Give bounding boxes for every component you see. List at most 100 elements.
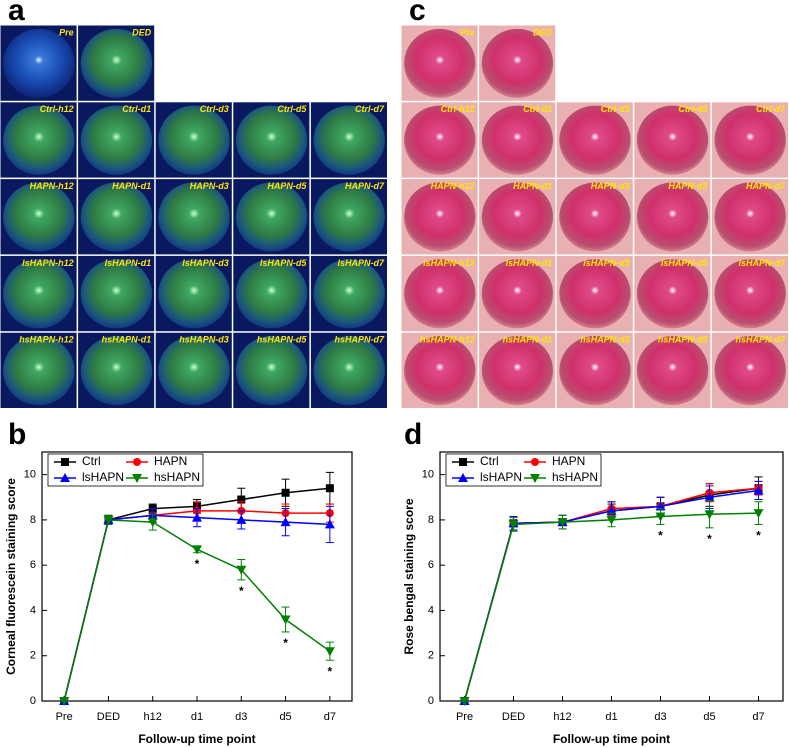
image-label: HAPN-d1 — [513, 181, 552, 191]
marker — [753, 509, 764, 519]
marker — [704, 492, 715, 502]
image-label: lsHAPN-d3 — [583, 258, 630, 268]
plot-frame — [439, 451, 784, 702]
image-label: Ctrl-d7 — [355, 104, 385, 114]
marker — [236, 514, 247, 524]
cornea — [404, 28, 476, 98]
marker — [530, 474, 540, 483]
marker — [459, 458, 467, 466]
cornea — [559, 259, 631, 329]
image-label: HAPN-d1 — [112, 181, 151, 191]
marker — [508, 520, 519, 530]
marker — [281, 488, 290, 497]
marker — [606, 505, 617, 515]
y-tick-label: 0 — [428, 695, 434, 707]
cornea — [158, 105, 230, 175]
cornea — [481, 259, 554, 329]
cornea — [158, 259, 230, 329]
marker — [103, 515, 114, 525]
marker — [606, 515, 617, 525]
x-tick-label: d7 — [752, 711, 764, 723]
image-label: Ctrl-d3 — [200, 104, 229, 114]
y-axis-title: Rose bengal staining score — [402, 498, 416, 654]
image-label: hsHAPN-d3 — [179, 335, 229, 345]
marker — [531, 458, 539, 466]
cornea — [404, 182, 476, 252]
series-line — [463, 512, 759, 702]
marker — [557, 518, 568, 528]
cornea — [481, 336, 554, 406]
cornea — [404, 336, 476, 406]
x-tick-label: h12 — [144, 711, 162, 723]
panel-letter: d — [404, 418, 422, 451]
y-tick-label: 10 — [24, 469, 36, 481]
cornea — [313, 336, 385, 406]
image-label: hsHAPN-d5 — [257, 335, 307, 345]
cornea — [235, 182, 308, 252]
marker — [324, 647, 335, 657]
image-label: lsHAPN-d1 — [506, 258, 553, 268]
x-tick-label: d3 — [654, 711, 666, 723]
x-tick-label: d1 — [191, 711, 203, 723]
image-label: hsHAPN-h12 — [420, 335, 475, 345]
x-tick-label: d7 — [324, 711, 336, 723]
marker — [237, 495, 246, 504]
x-tick-label: Pre — [456, 711, 473, 723]
cornea — [3, 105, 75, 175]
image-label: lsHAPN-h12 — [22, 258, 74, 268]
cornea — [636, 336, 709, 406]
x-tick-label: d1 — [605, 711, 617, 723]
marker — [753, 485, 764, 495]
marker — [655, 501, 666, 511]
image-label: HAPN-h12 — [30, 181, 74, 191]
image-label: lsHAPN-d7 — [738, 258, 786, 268]
image-label: HAPN-d3 — [190, 181, 229, 191]
y-tick-label: 4 — [428, 604, 434, 616]
cornea — [80, 259, 153, 329]
cornea — [636, 182, 709, 252]
cornea — [313, 182, 385, 252]
cornea — [714, 259, 786, 329]
cornea — [3, 336, 75, 406]
cornea — [636, 259, 709, 329]
significance: * — [328, 664, 333, 678]
cornea — [559, 336, 631, 406]
cornea — [3, 259, 75, 329]
x-axis-title: Follow-up time point — [553, 732, 670, 746]
y-tick-label: 6 — [30, 559, 36, 571]
y-tick-label: 2 — [30, 650, 36, 662]
image-label: HAPN-h12 — [431, 181, 475, 191]
legend-label: hsHAPN — [552, 470, 598, 484]
x-tick-label: DED — [97, 711, 120, 723]
image-label: hsHAPN-d3 — [580, 335, 630, 345]
cornea — [3, 182, 75, 252]
image-label: HAPN-d5 — [668, 181, 708, 191]
panel-letter: a — [8, 0, 25, 27]
image-label: lsHAPN-d3 — [182, 258, 229, 268]
image-label: lsHAPN-d1 — [105, 258, 152, 268]
x-tick-label: h12 — [553, 711, 571, 723]
cornea — [714, 105, 786, 175]
image-label: DED — [533, 27, 553, 37]
legend-box — [445, 453, 602, 487]
cornea — [80, 336, 153, 406]
image-label: hsHAPN-d7 — [735, 335, 785, 345]
marker — [61, 458, 69, 466]
marker — [133, 458, 141, 466]
cornea — [714, 336, 786, 406]
cornea — [481, 28, 554, 98]
image-label: hsHAPN-h12 — [19, 335, 74, 345]
significance: * — [195, 557, 200, 571]
marker — [458, 473, 468, 482]
marker — [132, 474, 142, 483]
significance: * — [756, 529, 761, 543]
image-label: Ctrl-h12 — [40, 104, 74, 114]
x-axis-title: Follow-up time point — [138, 732, 255, 746]
cornea — [559, 105, 631, 175]
cornea — [714, 182, 786, 252]
legend-label: HAPN — [154, 454, 187, 468]
y-tick-label: 2 — [428, 650, 434, 662]
y-tick-label: 4 — [30, 604, 36, 616]
marker — [704, 510, 715, 520]
legend-label: Ctrl — [480, 454, 499, 468]
